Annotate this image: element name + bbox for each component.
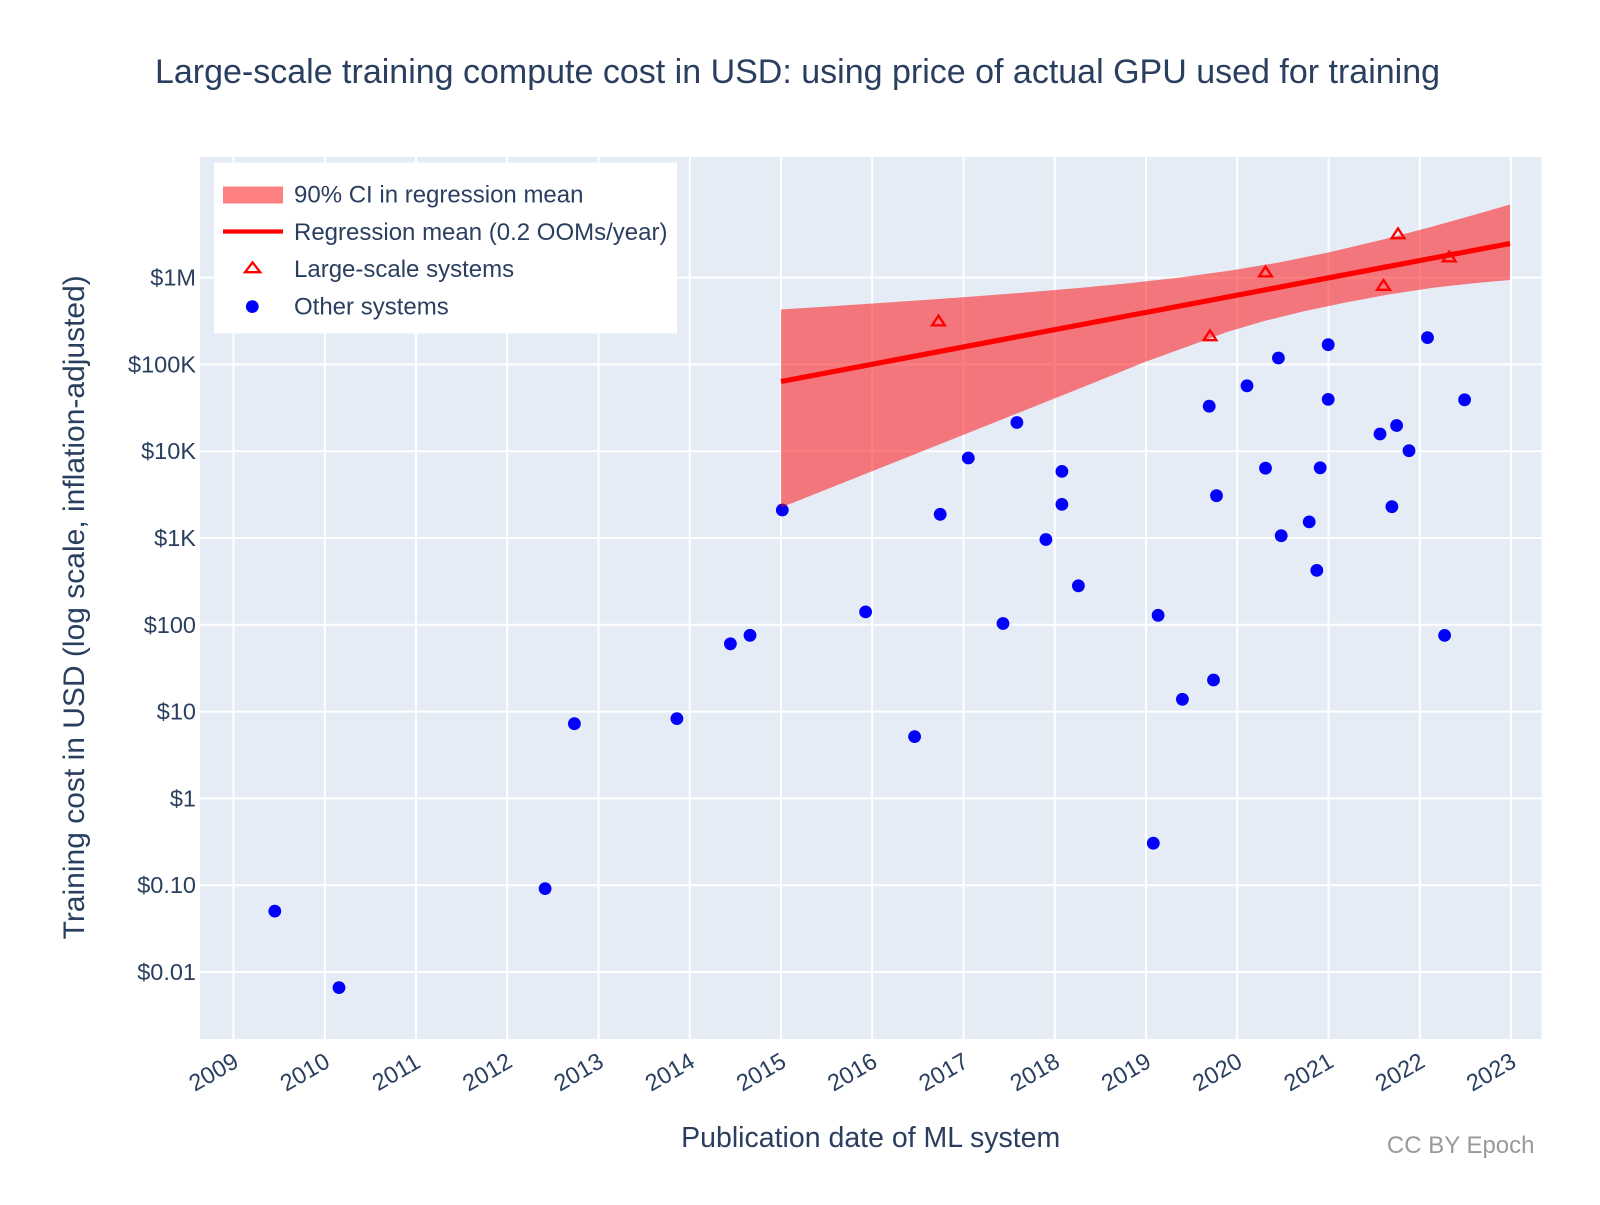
- svg-text:$0.01: $0.01: [137, 959, 196, 985]
- svg-text:$1K: $1K: [154, 525, 196, 551]
- svg-text:$100: $100: [144, 612, 196, 638]
- svg-text:Large-scale systems: Large-scale systems: [294, 256, 514, 283]
- svg-text:$0.10: $0.10: [137, 872, 196, 898]
- svg-text:$1: $1: [170, 785, 196, 811]
- svg-text:90% CI in regression mean: 90% CI in regression mean: [294, 181, 583, 208]
- svg-text:$1M: $1M: [150, 265, 196, 291]
- svg-text:$10: $10: [157, 699, 196, 725]
- svg-text:Publication date of ML system: Publication date of ML system: [681, 1122, 1060, 1154]
- svg-text:Training cost in USD (log scal: Training cost in USD (log scale, inflati…: [58, 275, 91, 939]
- svg-text:Large-scale training compute c: Large-scale training compute cost in USD…: [155, 53, 1440, 91]
- svg-text:CC BY Epoch: CC BY Epoch: [1387, 1132, 1535, 1159]
- svg-text:$100K: $100K: [128, 351, 196, 377]
- svg-text:Regression mean (0.2 OOMs/year: Regression mean (0.2 OOMs/year): [294, 219, 667, 246]
- svg-text:Other systems: Other systems: [294, 294, 449, 321]
- svg-text:$10K: $10K: [141, 438, 196, 464]
